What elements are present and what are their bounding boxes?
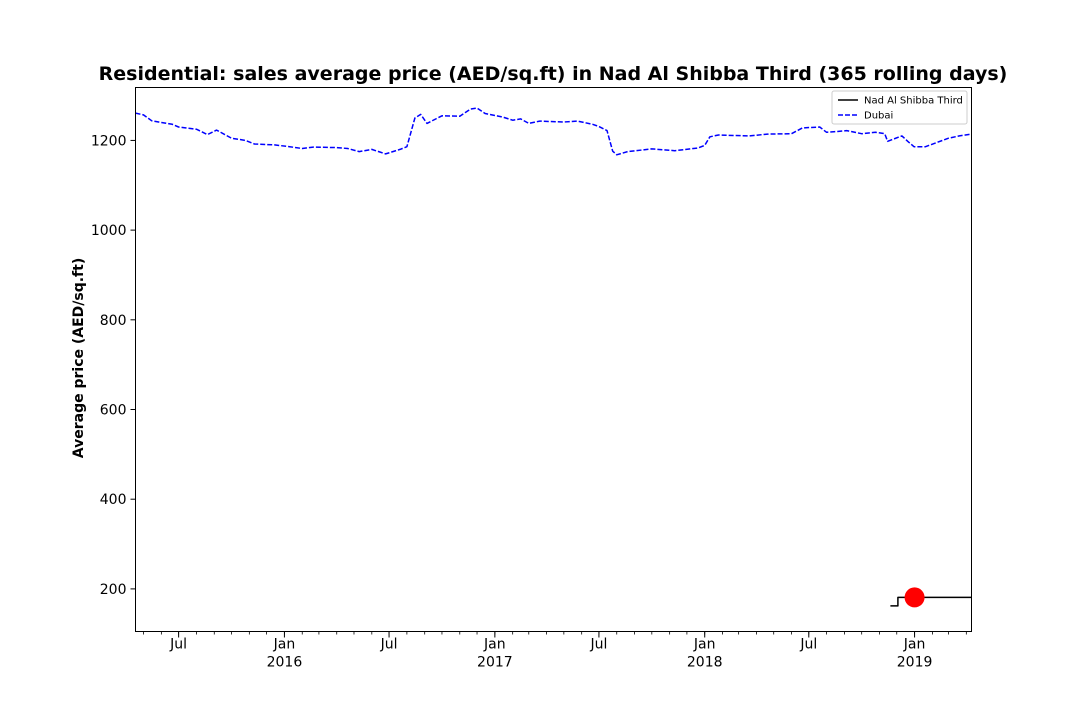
- y-tick-label: 1200: [91, 133, 127, 149]
- chart-title: Residential: sales average price (AED/sq…: [99, 63, 1008, 85]
- x-tick-label: Jan: [483, 637, 506, 653]
- x-tick-year-label: 2019: [897, 655, 933, 671]
- x-tick-year-label: 2018: [687, 655, 723, 671]
- x-tick-label: Jul: [589, 637, 607, 653]
- x-tick-label: Jul: [799, 637, 817, 653]
- legend-box: [831, 90, 968, 125]
- x-tick-year-label: 2016: [267, 655, 303, 671]
- x-tick-year-label: 2017: [477, 655, 513, 671]
- y-tick-label: 400: [100, 492, 127, 508]
- highlight-marker: [904, 587, 925, 608]
- x-axis: Jul Jan 2016 Jul Jan 2017 Jul Jan 2018 Jul Jan 2019: [143, 631, 967, 671]
- series-line-dubai: [135, 107, 972, 156]
- x-tick-label: Jan: [903, 637, 926, 653]
- x-tick-label: Jul: [169, 637, 187, 653]
- series-layer: [135, 107, 972, 607]
- legend-label-dubai: Dubai: [864, 111, 893, 122]
- series-line-nad-al-shibba-third: [890, 596, 972, 607]
- y-axis: 200 400 600 800 1000 1200: [91, 133, 136, 598]
- y-tick-label: 200: [100, 582, 127, 598]
- legend-label-nad-al-shibba-third: Nad Al Shibba Third: [864, 96, 963, 107]
- x-tick-label: Jan: [693, 637, 716, 653]
- legend: Nad Al Shibba Third Dubai: [831, 90, 968, 125]
- y-tick-label: 800: [100, 313, 127, 329]
- x-tick-label: Jul: [380, 637, 398, 653]
- y-tick-label: 600: [100, 403, 127, 419]
- y-tick-label: 1000: [91, 223, 127, 239]
- marker-layer: [904, 587, 925, 608]
- y-axis-label: Average price (AED/sq.ft): [71, 258, 87, 458]
- x-tick-label: Jan: [273, 637, 296, 653]
- plot-frame: [135, 87, 972, 632]
